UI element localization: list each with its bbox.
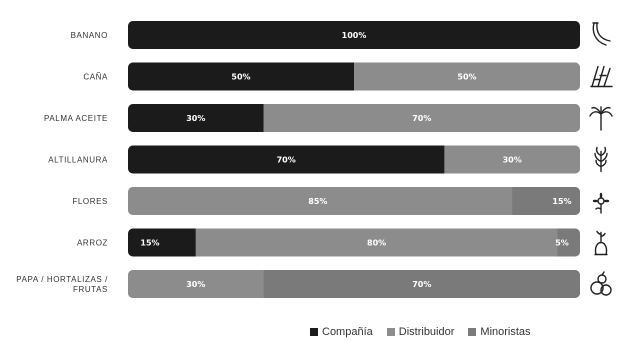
category-labels: BANANO CAÑA PALMA ACEITE ALTILLANURA FLORES A…	[16, 31, 108, 294]
flower-icon-stroke	[599, 192, 603, 199]
data-label: 50%	[231, 73, 250, 82]
flower-icon-stroke	[603, 199, 610, 203]
vegetables-icon-stroke	[597, 274, 607, 284]
sugarcane-icon-stroke	[603, 67, 611, 88]
flower-icon-stroke	[597, 197, 605, 205]
legend-label: Distribuidor	[398, 326, 455, 338]
legend-swatch	[310, 328, 318, 336]
category-label: PALMA ACEITE	[44, 114, 108, 123]
palm-tree-icon-stroke	[591, 106, 602, 115]
legend-label: Minoristas	[480, 326, 531, 338]
sugarcane-icon-stroke	[591, 65, 599, 88]
banana-icon-stroke	[592, 22, 607, 46]
category-label: BANANO	[71, 31, 108, 40]
wheat-icon-stroke	[600, 146, 607, 157]
bar-segment	[128, 104, 264, 132]
category-label: ALTILLANURA	[48, 156, 108, 165]
bar-segment	[128, 187, 513, 215]
wheat-icon	[594, 146, 608, 173]
flower-icon-stroke	[592, 199, 599, 203]
legend: Compañía Distribuidor Minoristas	[310, 326, 531, 338]
flower-icon	[592, 192, 610, 214]
palm-tree-icon-stroke	[600, 106, 611, 115]
wheat-icon-stroke	[594, 152, 602, 163]
bar-segment	[128, 145, 445, 174]
wheat-icon-stroke	[595, 159, 602, 168]
legend-label: Compañía	[322, 326, 373, 338]
rice-icon-stroke	[600, 232, 606, 238]
bar-segment	[128, 62, 354, 91]
vegetables-icon-stroke	[590, 281, 604, 295]
vegetables-icon	[590, 271, 612, 296]
category-label: FLORES	[72, 197, 108, 206]
category-label: CAÑA	[83, 73, 108, 82]
wheat-icon-stroke	[595, 146, 602, 157]
rice-icon-stroke	[594, 241, 608, 256]
bar-segment	[512, 187, 580, 215]
legend-swatch	[386, 328, 395, 336]
data-label: 15%	[552, 197, 571, 206]
wheat-icon-stroke	[600, 159, 607, 168]
sugarcane-icon	[590, 65, 613, 88]
bar-segment	[128, 228, 196, 257]
data-label: 15%	[140, 239, 159, 248]
data-label: 80%	[367, 239, 386, 248]
sugarcane-icon-stroke	[597, 65, 605, 88]
data-label: 70%	[412, 280, 431, 289]
vegetables-icon-stroke	[600, 284, 612, 296]
category-label: ARROZ	[77, 239, 108, 248]
bar-segment	[263, 104, 580, 132]
data-label: 100%	[342, 31, 367, 40]
flower-icon-stroke	[595, 207, 602, 210]
legend-item-compania: Compañía	[310, 326, 373, 338]
banana-icon	[592, 22, 611, 46]
rice-icon	[594, 230, 608, 256]
banana-icon-stroke	[596, 22, 611, 42]
palm-tree-icon	[589, 106, 613, 131]
data-label: 5%	[555, 239, 569, 248]
data-label: 30%	[503, 156, 522, 165]
data-label: 30%	[186, 114, 205, 123]
bar-segment	[557, 228, 580, 257]
category-icons	[589, 22, 613, 296]
data-label: 70%	[277, 156, 296, 165]
wheat-icon-stroke	[600, 152, 608, 163]
bar-segment	[128, 21, 580, 49]
bar-segment	[444, 145, 580, 174]
legend-swatch	[468, 328, 477, 336]
data-label: 50%	[457, 73, 476, 82]
bars: 100% 50% 50% 30% 70% 70% 30% 85% 15% 15% 80% 5% 30% 7…	[128, 21, 580, 298]
data-label: 30%	[186, 280, 205, 289]
data-label: 85%	[308, 197, 327, 206]
category-label: PAPA / HORTALIZAS / FRUTAS	[16, 275, 108, 294]
vegetables-icon-stroke	[601, 271, 605, 276]
bar-segment	[128, 270, 264, 298]
bar-segment	[354, 62, 580, 91]
bar-segment	[195, 228, 558, 257]
legend-item-distribuidor: Distribuidor	[386, 326, 455, 338]
rice-icon-stroke	[596, 230, 602, 236]
data-label: 70%	[412, 114, 431, 123]
legend-item-minoristas: Minoristas	[468, 326, 531, 338]
bar-segment	[263, 270, 580, 298]
